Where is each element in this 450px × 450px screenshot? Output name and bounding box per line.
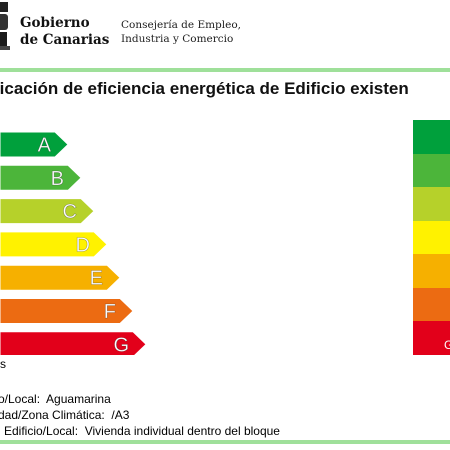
- coat-of-arms-icon: [0, 2, 10, 50]
- rating-letter-c: C: [63, 201, 77, 223]
- building-name-row: o/Local: Aguamarina: [0, 392, 111, 406]
- rating-letter-g: G: [113, 334, 129, 355]
- rating-scale-column: [413, 120, 450, 355]
- rating-column-cell: [413, 220, 450, 254]
- building-type-row: l Edificio/Local: Vivienda individual de…: [0, 424, 280, 438]
- right-scale-letter: G: [444, 338, 450, 352]
- rating-bar-a: A: [0, 131, 69, 158]
- rating-bar-b: B: [0, 164, 82, 191]
- rating-column-cell: [413, 254, 450, 288]
- rating-letter-b: B: [51, 168, 64, 190]
- rating-letter-d: D: [76, 234, 90, 256]
- rating-bar-c: C: [0, 198, 95, 225]
- rating-column-cell: [413, 321, 450, 355]
- top-divider: [0, 68, 450, 72]
- bottom-divider: [0, 440, 450, 444]
- rating-bar-g: G: [0, 331, 147, 355]
- rating-column-cell: [413, 287, 450, 321]
- rating-bar-e: E: [0, 264, 121, 291]
- scale-note: s: [0, 357, 6, 371]
- rating-bar-f: F: [0, 298, 134, 324]
- rating-letter-e: E: [90, 268, 103, 290]
- department-name: Consejería de Empleo, Industria y Comerc…: [121, 19, 242, 45]
- rating-letter-f: F: [104, 301, 116, 323]
- rating-column-cell: [413, 187, 450, 221]
- rating-bar-d: D: [0, 231, 108, 258]
- government-name: Gobierno de Canarias: [20, 15, 110, 48]
- rating-column-cell: [413, 153, 450, 187]
- rating-column-cell: [413, 120, 450, 154]
- page-title: ficación de eficiencia energética de Edi…: [0, 79, 409, 98]
- rating-letter-a: A: [38, 135, 52, 157]
- climate-zone-row: dad/Zona Climática: /A3: [0, 408, 130, 422]
- header: Gobierno de Canarias Consejería de Emple…: [0, 0, 450, 62]
